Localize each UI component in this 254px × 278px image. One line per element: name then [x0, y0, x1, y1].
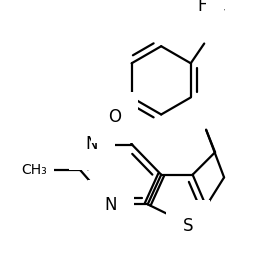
Text: N: N	[104, 196, 117, 214]
Text: F: F	[179, 8, 188, 26]
Text: F: F	[215, 8, 224, 26]
Text: CH₃: CH₃	[21, 163, 47, 177]
Text: O: O	[107, 108, 120, 126]
Text: N: N	[85, 135, 98, 153]
Text: F: F	[197, 0, 206, 15]
Text: S: S	[182, 217, 193, 235]
